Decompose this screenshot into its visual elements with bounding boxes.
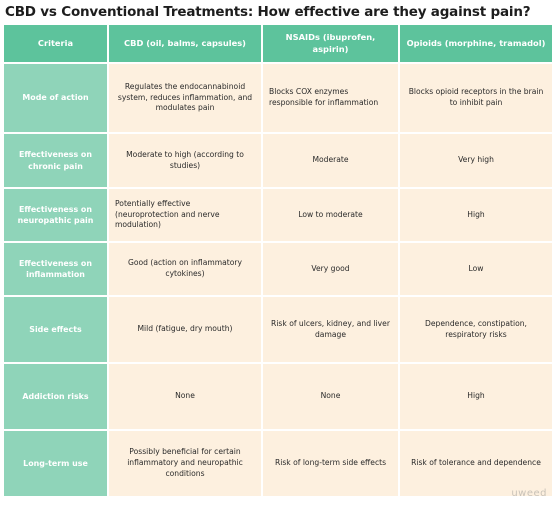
cell-nsaids-chronic-pain: Moderate [263,134,398,187]
cell-cbd-side-effects: Mild (fatigue, dry mouth) [109,297,261,362]
cell-cbd-chronic-pain: Moderate to high (according to studies) [109,134,261,187]
cell-nsaids-long-term-use: Risk of long-term side effects [263,431,398,496]
cell-nsaids-mode-of-action: Blocks COX enzymes responsible for infla… [263,64,398,132]
header-nsaids: NSAIDs (ibuprofen, aspirin) [263,25,398,62]
criteria-side-effects: Side effects [4,297,107,362]
criteria-long-term-use: Long-term use [4,431,107,496]
comparison-table: Criteria CBD (oil, balms, capsules) NSAI… [4,25,552,503]
criteria-chronic-pain: Effectiveness on chronic pain [4,134,107,187]
criteria-neuropathic-pain: Effectiveness on neuropathic pain [4,189,107,241]
cell-nsaids-addiction-risks: None [263,364,398,429]
brand-logo: uweed [511,488,547,499]
header-criteria: Criteria [4,25,107,62]
page-title: CBD vs Conventional Treatments: How effe… [5,4,531,20]
criteria-inflammation: Effectiveness on inflammation [4,243,107,295]
cell-cbd-long-term-use: Possibly beneficial for certain inflamma… [109,431,261,496]
cell-cbd-mode-of-action: Regulates the endocannabinoid system, re… [109,64,261,132]
criteria-mode-of-action: Mode of action [4,64,107,132]
header-opioids: Opioids (morphine, tramadol) [400,25,552,62]
cell-opioids-addiction-risks: High [400,364,552,429]
cell-cbd-addiction-risks: None [109,364,261,429]
cell-opioids-neuropathic-pain: High [400,189,552,241]
cell-nsaids-neuropathic-pain: Low to moderate [263,189,398,241]
cell-opioids-inflammation: Low [400,243,552,295]
cell-cbd-inflammation: Good (action on inflammatory cytokines) [109,243,261,295]
criteria-addiction-risks: Addiction risks [4,364,107,429]
cell-nsaids-inflammation: Very good [263,243,398,295]
cell-cbd-neuropathic-pain: Potentially effective (neuroprotection a… [109,189,261,241]
header-cbd: CBD (oil, balms, capsules) [109,25,261,62]
cell-nsaids-side-effects: Risk of ulcers, kidney, and liver damage [263,297,398,362]
cell-opioids-long-term-use: Risk of tolerance and dependence [400,431,552,496]
cell-opioids-mode-of-action: Blocks opioid receptors in the brain to … [400,64,552,132]
cell-opioids-side-effects: Dependence, constipation, respiratory ri… [400,297,552,362]
cell-opioids-chronic-pain: Very high [400,134,552,187]
